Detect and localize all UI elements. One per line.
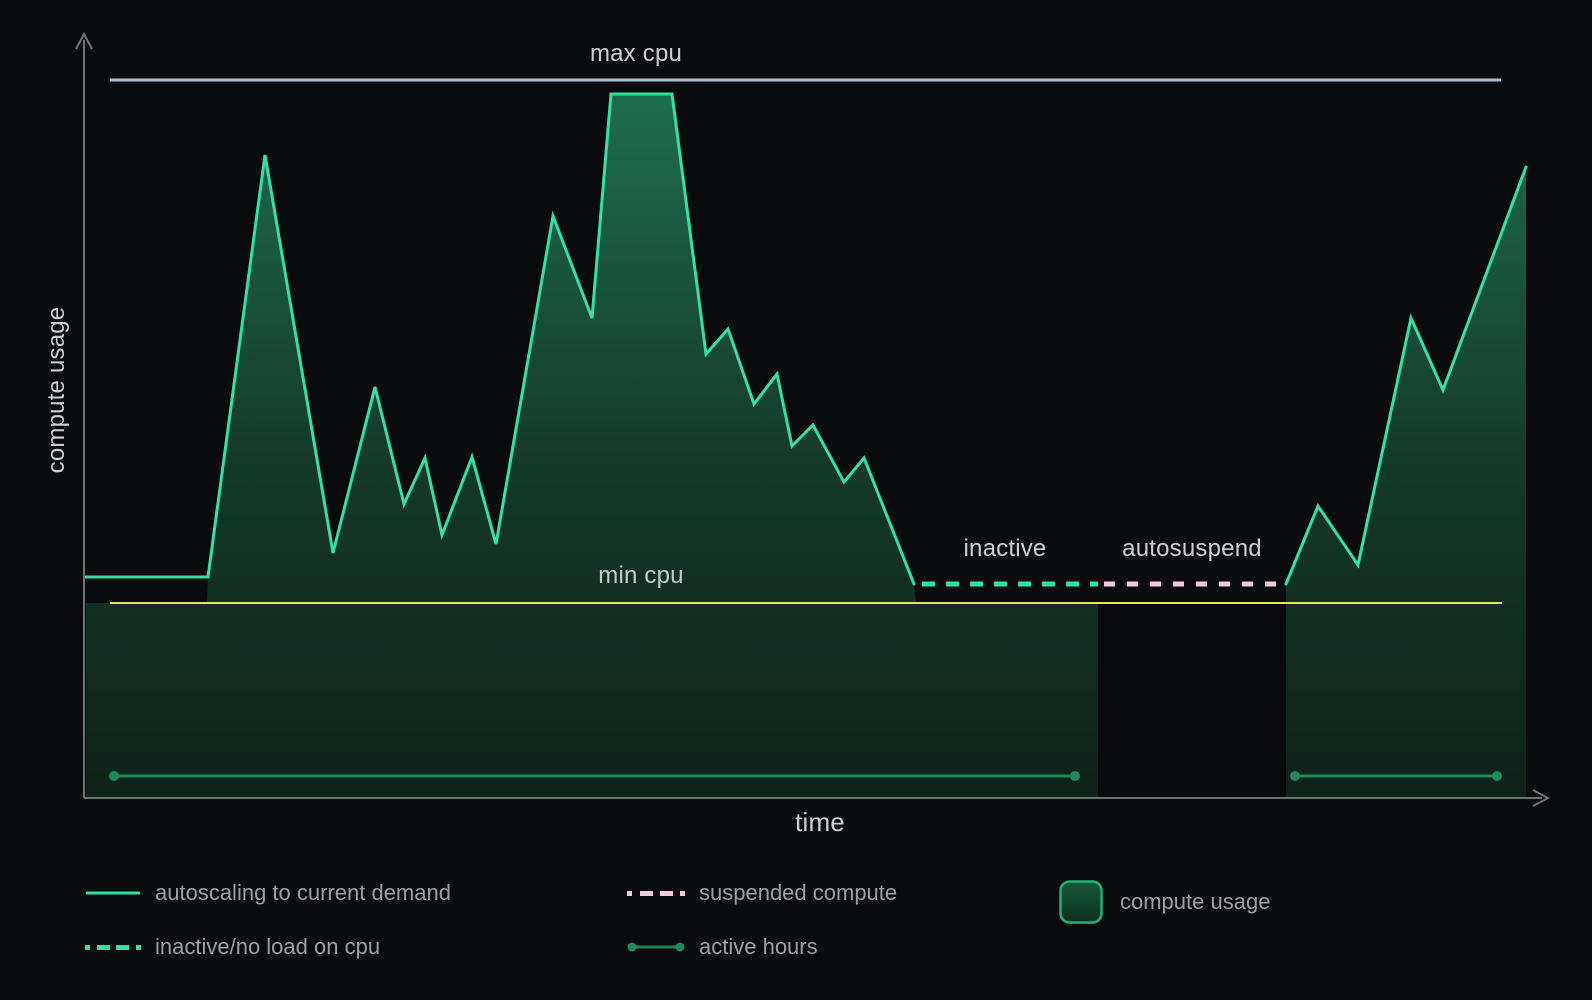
legend-label-inactive: inactive/no load on cpu [155,934,381,959]
legend-label-active-hours: active hours [699,934,818,959]
x-axis-arrow-icon [1532,789,1551,807]
legend-item-autoscaling: autoscaling to current demand [85,880,451,906]
active-hours-dot [109,771,119,781]
autoscaling-curve-right [1284,165,1528,586]
legend-item-inactive: inactive/no load on cpu [85,934,380,960]
compute-usage-area [86,94,1098,798]
legend-label-compute-usage: compute usage [1120,888,1271,914]
legend-item-suspended: suspended compute [627,880,897,906]
legend-item-active-hours: active hours [627,934,818,960]
x-axis-label: time [795,807,845,837]
y-axis-arrow-icon [75,31,93,50]
legend-item-compute-usage: compute usage [1059,879,1271,924]
y-axis-label: compute usage [43,306,70,474]
autoscaling-curve [84,92,916,586]
max-cpu-label: max cpu [589,40,683,67]
min-cpu-label: min cpu [598,562,684,589]
inactive-label: inactive [963,535,1047,562]
compute-usage-area-right [1286,167,1526,798]
autoscaling-line-swatch-icon [86,891,140,895]
inactive-dashed-swatch-icon [85,945,141,950]
active-hours-dot [1492,771,1502,781]
active-hours-dot [1290,771,1300,781]
legend-label-autoscaling: autoscaling to current demand [155,880,451,905]
active-hours-swatch-icon [627,942,685,952]
legend-label-suspended: suspended compute [699,880,898,905]
autosuspend-label: autosuspend [1122,535,1262,562]
suspended-dashed-swatch-icon [627,891,685,896]
active-hours-dot [1070,771,1080,781]
compute-usage-swatch-icon [1059,879,1103,924]
